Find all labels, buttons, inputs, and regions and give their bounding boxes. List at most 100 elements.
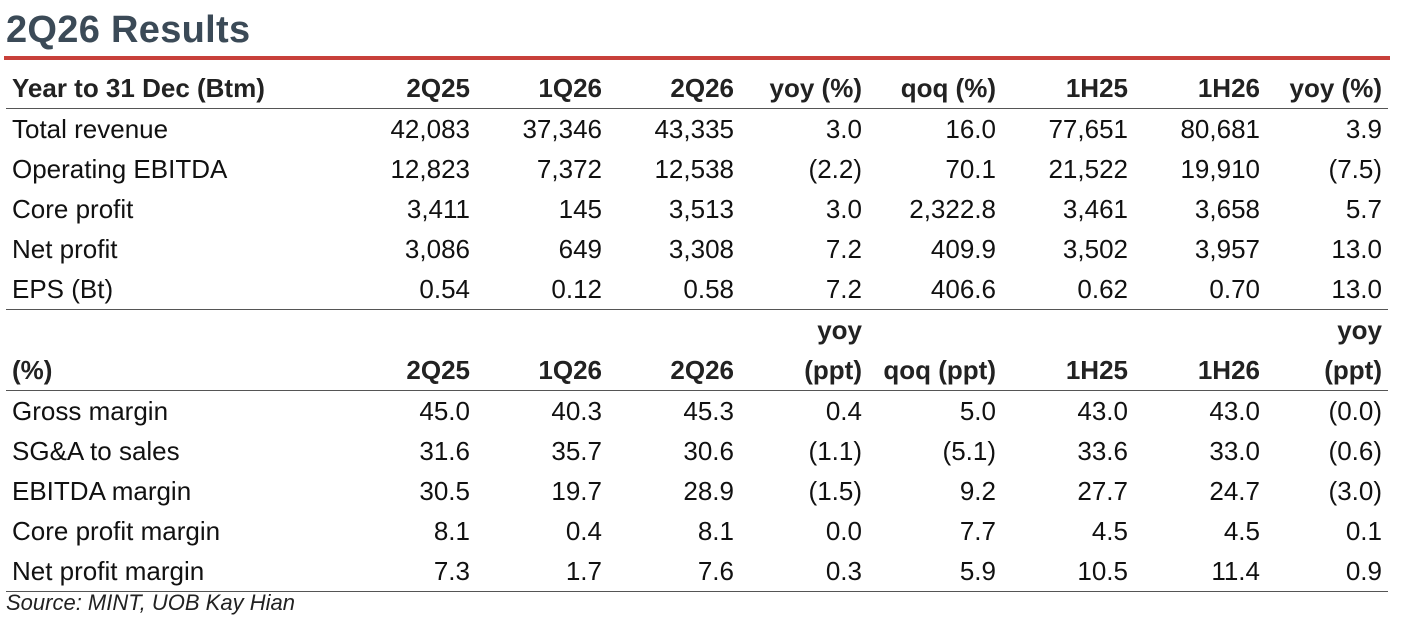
- row-label: EPS (Bt): [6, 269, 306, 310]
- cell: 8.1: [697, 516, 734, 546]
- cell: 3,086: [404, 234, 470, 264]
- cell: (1.5): [808, 476, 862, 506]
- row-label: Operating EBITDA: [12, 154, 228, 184]
- table-row: EPS (Bt) 0.54 0.12 0.58 7.2 406.6 0.62 0…: [6, 269, 1388, 310]
- cell: 70.1: [945, 154, 996, 184]
- table-row: SG&A to sales 31.6 35.7 30.6 (1.1) (5.1)…: [6, 431, 1388, 471]
- table1-header-row: Year to 31 Dec (Btm) 2Q25 1Q26 2Q26 yoy …: [6, 68, 1388, 109]
- table-row: Gross margin 45.0 40.3 45.3 0.4 5.0 43.0…: [6, 391, 1388, 432]
- cell: 43.0: [1077, 396, 1128, 426]
- table2-header-yoy-1h: yoy (ppt): [1266, 309, 1388, 391]
- cell: 1.7: [476, 551, 608, 592]
- cell: 37,346: [522, 114, 602, 144]
- cell: 7,372: [536, 154, 602, 184]
- table2-header-1q26: 1Q26: [476, 309, 608, 391]
- row-label: Core profit: [12, 194, 134, 224]
- cell: 3,513: [668, 194, 734, 224]
- cell: 35.7: [551, 436, 602, 466]
- table2-header-yoy-line2: (ppt): [804, 355, 862, 385]
- cell: 3,411: [406, 194, 470, 224]
- row-label: SG&A to sales: [12, 436, 180, 466]
- cell: 4.5: [1091, 516, 1128, 546]
- row-label: Total revenue: [12, 114, 169, 144]
- cell: 19.7: [551, 476, 602, 506]
- cell: 77,651: [1048, 114, 1128, 144]
- cell: 7.6: [608, 551, 740, 592]
- table2-header-yoy-line1: yoy: [817, 315, 862, 345]
- cell: 8.1: [433, 516, 470, 546]
- table-row: Net profit 3,086 649 3,308 7.2 409.9 3,5…: [6, 229, 1388, 269]
- cell: 7.7: [959, 516, 996, 546]
- cell: (1.1): [808, 436, 862, 466]
- cell: 27.7: [1077, 476, 1128, 506]
- table2-header-1h26: 1H26: [1134, 309, 1266, 391]
- table2-header-2q26: 2Q26: [608, 309, 740, 391]
- table-row: Net profit margin 7.3 1.7 7.6 0.3 5.9 10…: [6, 551, 1388, 592]
- cell: 12,823: [390, 154, 470, 184]
- row-label: EBITDA margin: [12, 476, 192, 506]
- table1-header-label: Year to 31 Dec (Btm): [6, 68, 306, 109]
- cell: (5.1): [942, 436, 996, 466]
- cell: 409.9: [930, 234, 996, 264]
- row-label: Core profit margin: [12, 516, 221, 546]
- cell: 33.0: [1209, 436, 1260, 466]
- row-label: Gross margin: [12, 396, 169, 426]
- cell: 2,322.8: [909, 194, 996, 224]
- cell: 0.4: [825, 396, 862, 426]
- table1-header-1h25: 1H25: [1002, 68, 1134, 109]
- cell: 11.4: [1134, 551, 1266, 592]
- cell: 28.9: [683, 476, 734, 506]
- page-title: 2Q26 Results: [6, 9, 251, 51]
- cell: (0.6): [1328, 436, 1382, 466]
- cell: 0.12: [476, 269, 608, 310]
- cell: 13.0: [1266, 269, 1388, 310]
- cell: 9.2: [959, 476, 996, 506]
- cell: 3.0: [825, 114, 862, 144]
- table-row: Core profit 3,411 145 3,513 3.0 2,322.8 …: [6, 189, 1388, 229]
- table1-header-1q26: 1Q26: [476, 68, 608, 109]
- cell: 0.4: [565, 516, 602, 546]
- cell: 33.6: [1077, 436, 1128, 466]
- cell: 649: [558, 234, 602, 264]
- cell: 45.0: [419, 396, 470, 426]
- cell: 0.3: [740, 551, 868, 592]
- table2-header-2q25: 2Q25: [306, 309, 476, 391]
- cell: 0.62: [1002, 269, 1134, 310]
- cell: 30.6: [683, 436, 734, 466]
- cell: 3,308: [668, 234, 734, 264]
- cell: (0.0): [1328, 396, 1382, 426]
- row-label: Net profit: [12, 234, 118, 264]
- cell: 43,335: [654, 114, 734, 144]
- table1-header-1h26: 1H26: [1134, 68, 1266, 109]
- table1-header-yoy-1h: yoy (%): [1266, 68, 1388, 109]
- table-row: Core profit margin 8.1 0.4 8.1 0.0 7.7 4…: [6, 511, 1388, 551]
- cell: 5.7: [1345, 194, 1382, 224]
- row-label: Net profit margin: [6, 551, 306, 592]
- cell: 43.0: [1209, 396, 1260, 426]
- table2-header-qoq: qoq (ppt): [868, 309, 1002, 391]
- cell: (2.2): [808, 154, 862, 184]
- cell: 5.0: [959, 396, 996, 426]
- cell: 0.54: [306, 269, 476, 310]
- cell: 3.0: [825, 194, 862, 224]
- cell: 30.5: [419, 476, 470, 506]
- cell: 3,658: [1194, 194, 1260, 224]
- cell: 42,083: [390, 114, 470, 144]
- table1-header-qoq: qoq (%): [868, 68, 1002, 109]
- results-table: Year to 31 Dec (Btm) 2Q25 1Q26 2Q26 yoy …: [6, 68, 1388, 592]
- cell: 7.2: [740, 269, 868, 310]
- cell: 16.0: [945, 114, 996, 144]
- table2-header-yoy-1h-line1: yoy: [1337, 315, 1382, 345]
- table1-header-yoy: yoy (%): [740, 68, 868, 109]
- cell: 45.3: [683, 396, 734, 426]
- table-row: EBITDA margin 30.5 19.7 28.9 (1.5) 9.2 2…: [6, 471, 1388, 511]
- cell: 10.5: [1002, 551, 1134, 592]
- cell: 31.6: [419, 436, 470, 466]
- cell: 145: [558, 194, 602, 224]
- cell: 0.0: [825, 516, 862, 546]
- cell: 80,681: [1180, 114, 1260, 144]
- table2-header-yoy-1h-line2: (ppt): [1324, 355, 1382, 385]
- cell: 12,538: [654, 154, 734, 184]
- table2-header-row: (%) 2Q25 1Q26 2Q26 yoy (ppt) qoq (ppt) 1…: [6, 309, 1388, 391]
- cell: 3,461: [1062, 194, 1128, 224]
